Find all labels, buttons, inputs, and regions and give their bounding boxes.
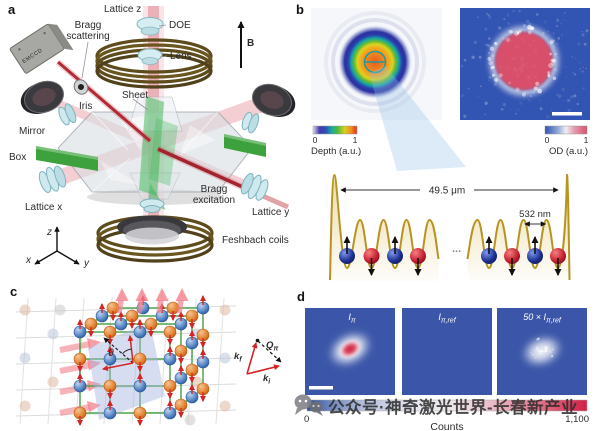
image2-label: Iπ,ref bbox=[438, 312, 456, 325]
lens-label: Lens bbox=[170, 51, 192, 62]
bragg-scattering-label-2: scattering bbox=[66, 31, 109, 42]
k-vector-diagram bbox=[246, 338, 282, 375]
od-image bbox=[460, 8, 590, 120]
ellipsis-label: ... bbox=[452, 243, 461, 255]
upper-right-lens bbox=[241, 111, 260, 134]
sheet-label: Sheet bbox=[122, 90, 148, 101]
trapped-atoms bbox=[339, 236, 566, 276]
bottom-lens bbox=[139, 198, 165, 213]
left-mirror bbox=[20, 80, 64, 115]
box-width-label: 49.5 μm bbox=[429, 186, 465, 197]
afm-spins bbox=[73, 295, 210, 426]
iris-optic bbox=[73, 79, 89, 95]
od-colorbar-min: 0 bbox=[545, 135, 550, 145]
bragg-scale-bar bbox=[309, 386, 333, 390]
od-colorbar-title: OD (a.u.) bbox=[549, 146, 588, 157]
projection-wedge bbox=[369, 66, 466, 171]
box-beam-right bbox=[224, 134, 266, 157]
panel-c: c θ kf ki Qπ bbox=[10, 284, 282, 426]
lattice-wells: ... bbox=[329, 173, 571, 281]
panel-a-label: a bbox=[8, 2, 16, 17]
depth-colorbar-max: 1 bbox=[353, 135, 358, 145]
bragg-excitation-label-1: Bragg bbox=[201, 184, 228, 195]
od-scale-bar bbox=[552, 112, 582, 116]
iris-label: Iris bbox=[79, 101, 92, 112]
depth-colorbar-title: Depth (a.u.) bbox=[311, 146, 361, 157]
lattice-z-label: Lattice z bbox=[104, 4, 141, 15]
depth-image bbox=[311, 8, 442, 120]
mirror-label: Mirror bbox=[19, 126, 46, 137]
axis-y-label: y bbox=[83, 258, 90, 269]
k-out-label: kf bbox=[234, 351, 242, 364]
lattice-x-collimator bbox=[38, 165, 67, 193]
counts-max: 1,100 bbox=[565, 414, 589, 425]
image1-label: Iπ bbox=[348, 312, 356, 325]
lens-optic bbox=[137, 48, 163, 65]
bragg-scattering-beam bbox=[56, 59, 152, 144]
leader-lines bbox=[81, 24, 168, 111]
counts-min: 0 bbox=[304, 414, 309, 425]
axis-x-label: x bbox=[25, 255, 32, 266]
panel-a: a bbox=[8, 2, 296, 269]
left-mid-lens bbox=[58, 103, 77, 126]
panel-c-label: c bbox=[10, 284, 17, 299]
doe-label: DOE bbox=[169, 20, 191, 31]
theta-label: θ bbox=[108, 348, 114, 359]
bragg-image-1 bbox=[305, 308, 395, 395]
angle-annotation bbox=[102, 335, 134, 371]
box-label: Box bbox=[9, 152, 26, 163]
lattice-x-label: Lattice x bbox=[25, 202, 62, 213]
lattice-y-collimator bbox=[240, 172, 269, 201]
doe-optic bbox=[136, 17, 164, 36]
feshbach-coil bbox=[96, 215, 214, 263]
bragg-image-2 bbox=[402, 308, 492, 395]
scattered-light-arrows bbox=[115, 288, 189, 314]
panel-b: b 0 1 Depth (a.u.) bbox=[296, 2, 590, 281]
bragg-scattering-label-1: Bragg bbox=[75, 20, 102, 31]
depth-colorbar bbox=[312, 125, 358, 135]
feshbach-coils-label: Feshbach coils bbox=[222, 235, 289, 246]
axes bbox=[34, 226, 80, 265]
box-beam-left bbox=[36, 146, 98, 171]
watermark: 公众号·神奇激光世界-长春新产业 bbox=[294, 394, 578, 417]
watermark-text: 公众号·神奇激光世界-长春新产业 bbox=[328, 397, 578, 417]
b-field-label: B bbox=[247, 38, 254, 49]
lattice-y-label: Lattice y bbox=[252, 207, 289, 218]
k-in-label: ki bbox=[263, 373, 271, 386]
od-colorbar-max: 1 bbox=[584, 135, 589, 145]
axis-z-label: z bbox=[46, 227, 52, 238]
counts-title: Counts bbox=[430, 421, 463, 431]
image3-label: 50 × Iπ,ref bbox=[523, 312, 562, 325]
right-mirror bbox=[252, 83, 296, 118]
panel-b-label: b bbox=[296, 2, 304, 17]
afm-cube-edges bbox=[79, 307, 204, 414]
emccd-camera: EMCCD bbox=[9, 23, 74, 74]
panel-d: d Iπ Iπ,ref 50 × Iπ,ref 0 1,100 bbox=[297, 289, 589, 431]
lattice-spacing-label: 532 nm bbox=[519, 209, 551, 220]
watermark-chat-icon bbox=[294, 394, 323, 416]
bragg-excitation-label-2: excitation bbox=[193, 195, 235, 206]
depth-colorbar-min: 0 bbox=[313, 135, 318, 145]
q-vector-label: Qπ bbox=[266, 340, 279, 353]
bragg-image-3 bbox=[497, 308, 587, 395]
scattering-plane bbox=[88, 322, 165, 420]
panel-d-label: d bbox=[297, 289, 305, 304]
od-colorbar bbox=[544, 125, 588, 135]
